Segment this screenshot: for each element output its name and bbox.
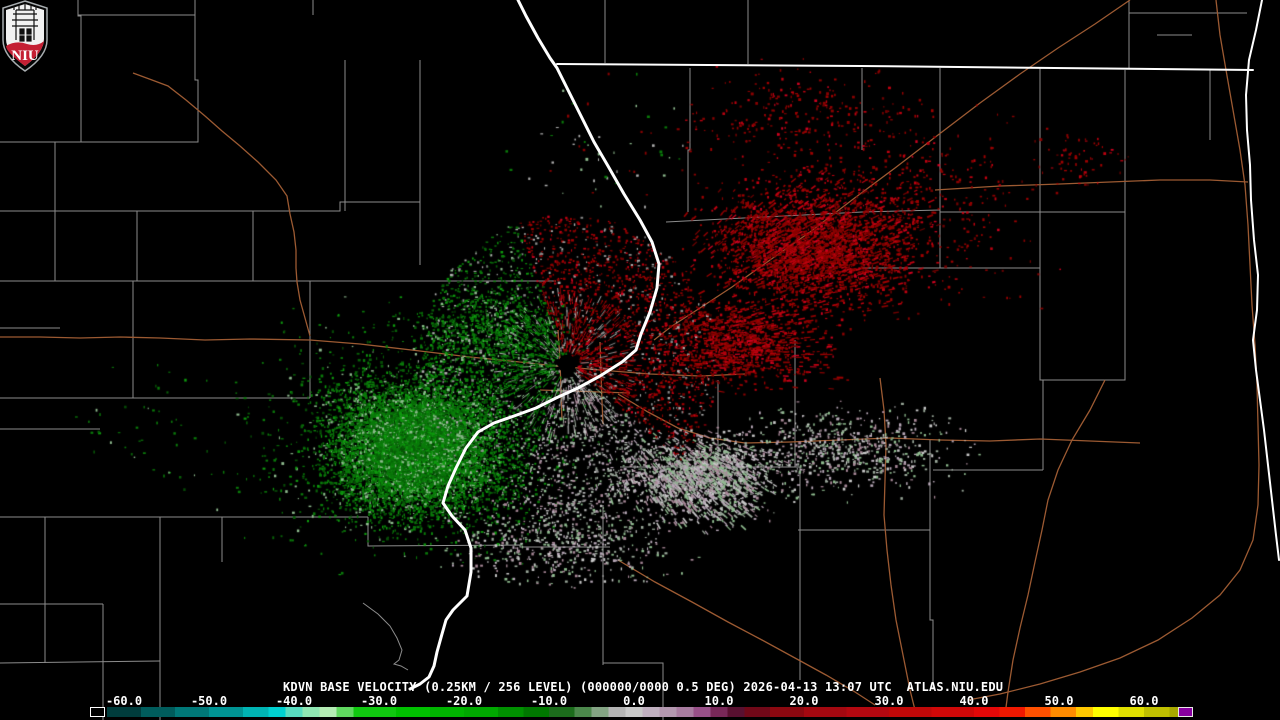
colorbar-rf-cell xyxy=(1178,707,1193,717)
colorbar-tick-label: -10.0 xyxy=(530,694,568,708)
state-border-line xyxy=(556,63,1254,71)
product-caption: KDVN BASE VELOCITY (0.25KM / 256 LEVEL) … xyxy=(283,680,1004,694)
niu-shield-red-band xyxy=(6,39,44,66)
mississippi-river-line xyxy=(408,0,661,691)
colorbar-tick-label: 20.0 xyxy=(789,694,819,708)
colorbar-tick-label: 40.0 xyxy=(959,694,989,708)
lake-shoreline xyxy=(1245,0,1280,561)
niu-logo: NIU xyxy=(2,0,48,72)
colorbar-tick-label: -30.0 xyxy=(360,694,398,708)
castle-icon xyxy=(12,3,38,42)
colorbar-tick-label: -40.0 xyxy=(275,694,313,708)
radar-site-blank-disc xyxy=(558,355,576,373)
colorbar-tick-label: 30.0 xyxy=(874,694,904,708)
colorbar-tick-label: 60.0 xyxy=(1129,694,1159,708)
colorbar-tick-label: 50.0 xyxy=(1044,694,1074,708)
colorbar-tick-label: 0.0 xyxy=(623,694,645,708)
colorbar-tick-label: -20.0 xyxy=(445,694,483,708)
colorbar-tick-label: -60.0 xyxy=(105,694,143,708)
colorbar-tick-label: -50.0 xyxy=(190,694,228,708)
niu-logo-text: NIU xyxy=(11,48,39,64)
colorbar-tick-label: 10.0 xyxy=(704,694,734,708)
colorbar-min-cell xyxy=(90,707,105,717)
velocity-colorbar xyxy=(90,707,1178,717)
